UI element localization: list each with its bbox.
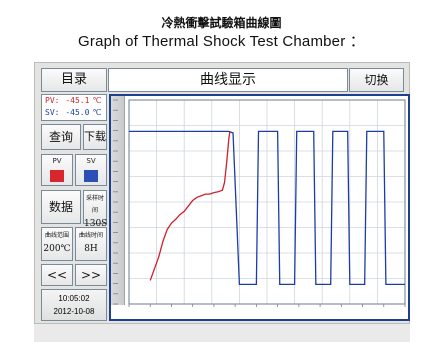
sv-unit: ℃	[92, 108, 102, 117]
curve-range-value: 200℃	[43, 244, 71, 254]
page-caption: 冷熱衝擊試驗箱曲線圖 Graph of Thermal Shock Test C…	[0, 0, 443, 64]
next-page-button[interactable]: >>	[75, 264, 107, 286]
plot-border	[128, 99, 406, 305]
sample-time-label: 采样时间	[85, 195, 104, 214]
readout-panel: PV: -45.1 ℃ SV: -45.0 ℃	[41, 94, 107, 121]
clock-time: 10:05:02	[58, 294, 90, 303]
pv-label: PV:	[45, 96, 60, 105]
chart-plot	[113, 99, 406, 307]
sv-label: SV:	[45, 108, 60, 117]
pv-toggle-indicator	[50, 170, 64, 182]
sv-toggle-indicator	[84, 170, 98, 182]
clock-date: 2012-10-08	[53, 307, 95, 316]
sample-time-value: 130S	[84, 219, 108, 229]
switch-button[interactable]: 切换	[349, 68, 404, 92]
sv-value: -45.0	[65, 108, 90, 117]
pv-toggle[interactable]: PV	[41, 154, 73, 186]
download-button[interactable]: 下载	[83, 124, 107, 150]
menu-button[interactable]: 目录	[41, 68, 107, 92]
curve-range-button[interactable]: 曲线范围 200℃	[41, 227, 73, 261]
query-button[interactable]: 查询	[41, 124, 81, 150]
sample-time-button[interactable]: 采样时间 130S	[83, 190, 107, 229]
curve-time-value: 8H	[84, 244, 98, 254]
pv-value: -45.1	[65, 96, 90, 105]
series-line-pv	[149, 131, 231, 281]
page-title: 曲线显示	[108, 68, 348, 92]
curve-range-label: 曲线范围	[44, 232, 69, 239]
sv-toggle-label: SV	[86, 157, 96, 165]
caption-title-chinese: 冷熱衝擊試驗箱曲線圖	[161, 16, 282, 30]
caption-title-english: Graph of Thermal Shock Test Chamber ：	[78, 33, 365, 50]
clock-panel: 10:05:02 2012-10-08	[41, 289, 107, 321]
screen-bezel-bottom	[34, 324, 410, 342]
sv-toggle[interactable]: SV	[75, 154, 107, 186]
pv-unit: ℃	[92, 96, 102, 105]
chart-area	[109, 94, 410, 321]
curve-time-label: 曲线时间	[78, 232, 103, 239]
sv-readout: SV: -45.0 ℃	[45, 107, 106, 119]
previous-page-button[interactable]: <<	[41, 264, 73, 286]
pv-toggle-label: PV	[52, 157, 62, 165]
series-line-sv	[129, 130, 405, 286]
pv-readout: PV: -45.1 ℃	[45, 95, 106, 107]
curve-time-button[interactable]: 曲线时间 8H	[75, 227, 107, 261]
data-button[interactable]: 数据	[41, 190, 81, 224]
